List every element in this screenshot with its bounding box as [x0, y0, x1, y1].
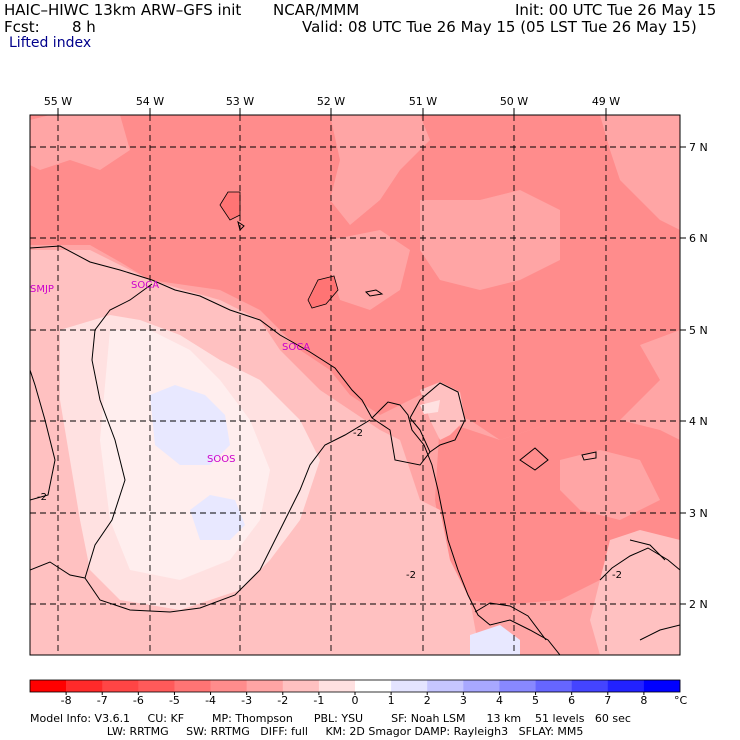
colorbar-tick-label: -2	[277, 694, 288, 707]
lifted-index-field	[30, 115, 680, 655]
lon-label-50w: 50 W	[500, 95, 528, 108]
colorbar-swatch	[463, 680, 500, 692]
forecast-label: Fcst:	[4, 18, 40, 36]
colorbar-tick-label: -7	[97, 694, 108, 707]
colorbar-swatch	[282, 680, 320, 692]
lon-label-49w: 49 W	[592, 95, 620, 108]
colorbar-swatch	[535, 680, 572, 692]
boundaries	[30, 220, 680, 655]
contour-label: -2	[353, 428, 363, 439]
colorbar: -8 -7 -6 -5 -4 -3 -2 -1 0 1 2 3 4 5 6 7 8 °C	[29, 679, 688, 707]
colorbar-swatch	[30, 680, 67, 692]
colorbar-tick-label: 3	[460, 694, 467, 707]
lon-label-54w: 54 W	[136, 95, 164, 108]
center-label: NCAR/MMM	[273, 1, 360, 19]
colorbar-tick-label: 4	[496, 694, 503, 707]
colorbar-tick-label: -8	[61, 694, 72, 707]
station-soca-1: SOCA	[131, 280, 159, 291]
model-info-line1: Model Info: V3.6.1 CU: KF MP: Thompson P…	[30, 712, 631, 725]
lon-label-51w: 51 W	[409, 95, 437, 108]
init-time: Init: 00 UTC Tue 26 May 15	[515, 1, 717, 19]
map-frame	[29, 114, 681, 656]
station-smjp: SMJP	[30, 284, 54, 295]
colorbar-swatch	[102, 680, 139, 692]
colorbar-swatch	[318, 680, 356, 692]
colorbar-tick-label: 1	[388, 694, 395, 707]
colorbar-tick-label: 7	[604, 694, 611, 707]
lat-label-6n: 6 N	[689, 232, 708, 245]
lat-label-7n: 7 N	[689, 141, 708, 154]
station-soos: SOOS	[207, 454, 235, 465]
colorbar-swatch	[355, 680, 392, 692]
colorbar-swatch	[246, 680, 284, 692]
colorbar-tick-label: 5	[532, 694, 539, 707]
colorbar-swatch	[174, 680, 211, 692]
forecast-hour: 8 h	[72, 18, 96, 36]
field-name: Lifted index	[9, 35, 92, 51]
lon-label-52w: 52 W	[317, 95, 345, 108]
colorbar-swatch	[607, 680, 645, 692]
colorbar-swatch	[499, 680, 536, 692]
model-title: HAIC–HIWC 13km ARW–GFS init	[4, 1, 242, 19]
contour-label: -2	[406, 570, 416, 581]
lat-label-2n: 2 N	[689, 598, 708, 611]
colorbar-swatch	[66, 680, 103, 692]
colorbar-tick-label: 6	[568, 694, 575, 707]
lon-label-55w: 55 W	[44, 95, 72, 108]
lat-lon-grid	[30, 115, 680, 655]
contour-label: -2	[612, 570, 622, 581]
colorbar-tick-label: -5	[169, 694, 180, 707]
colorbar-tick-label: 2	[424, 694, 431, 707]
valid-time: Valid: 08 UTC Tue 26 May 15 (05 LST Tue …	[302, 18, 697, 36]
colorbar-swatch	[138, 680, 175, 692]
colorbar-tick-label: -6	[133, 694, 144, 707]
colorbar-swatch	[643, 680, 681, 692]
model-info-line2: LW: RRTMG SW: RRTMG DIFF: full KM: 2D Sm…	[30, 725, 584, 738]
colorbar-tick-label: 0	[352, 694, 359, 707]
colorbar-swatch	[391, 680, 428, 692]
colorbar-unit: °C	[674, 694, 688, 707]
colorbar-tick-label: -3	[241, 694, 252, 707]
contour-label: -2	[37, 492, 47, 503]
lat-label-5n: 5 N	[689, 324, 708, 337]
colorbar-tick-label: -1	[313, 694, 324, 707]
colorbar-swatch	[210, 680, 247, 692]
colorbar-tick-label: -4	[205, 694, 216, 707]
lat-label-3n: 3 N	[689, 507, 708, 520]
lat-label-4n: 4 N	[689, 415, 708, 428]
station-soca-2: SOCA	[282, 342, 310, 353]
lon-label-53w: 53 W	[226, 95, 254, 108]
colorbar-tick-label: 8	[640, 694, 647, 707]
colorbar-swatch	[427, 680, 464, 692]
colorbar-swatch	[571, 680, 609, 692]
